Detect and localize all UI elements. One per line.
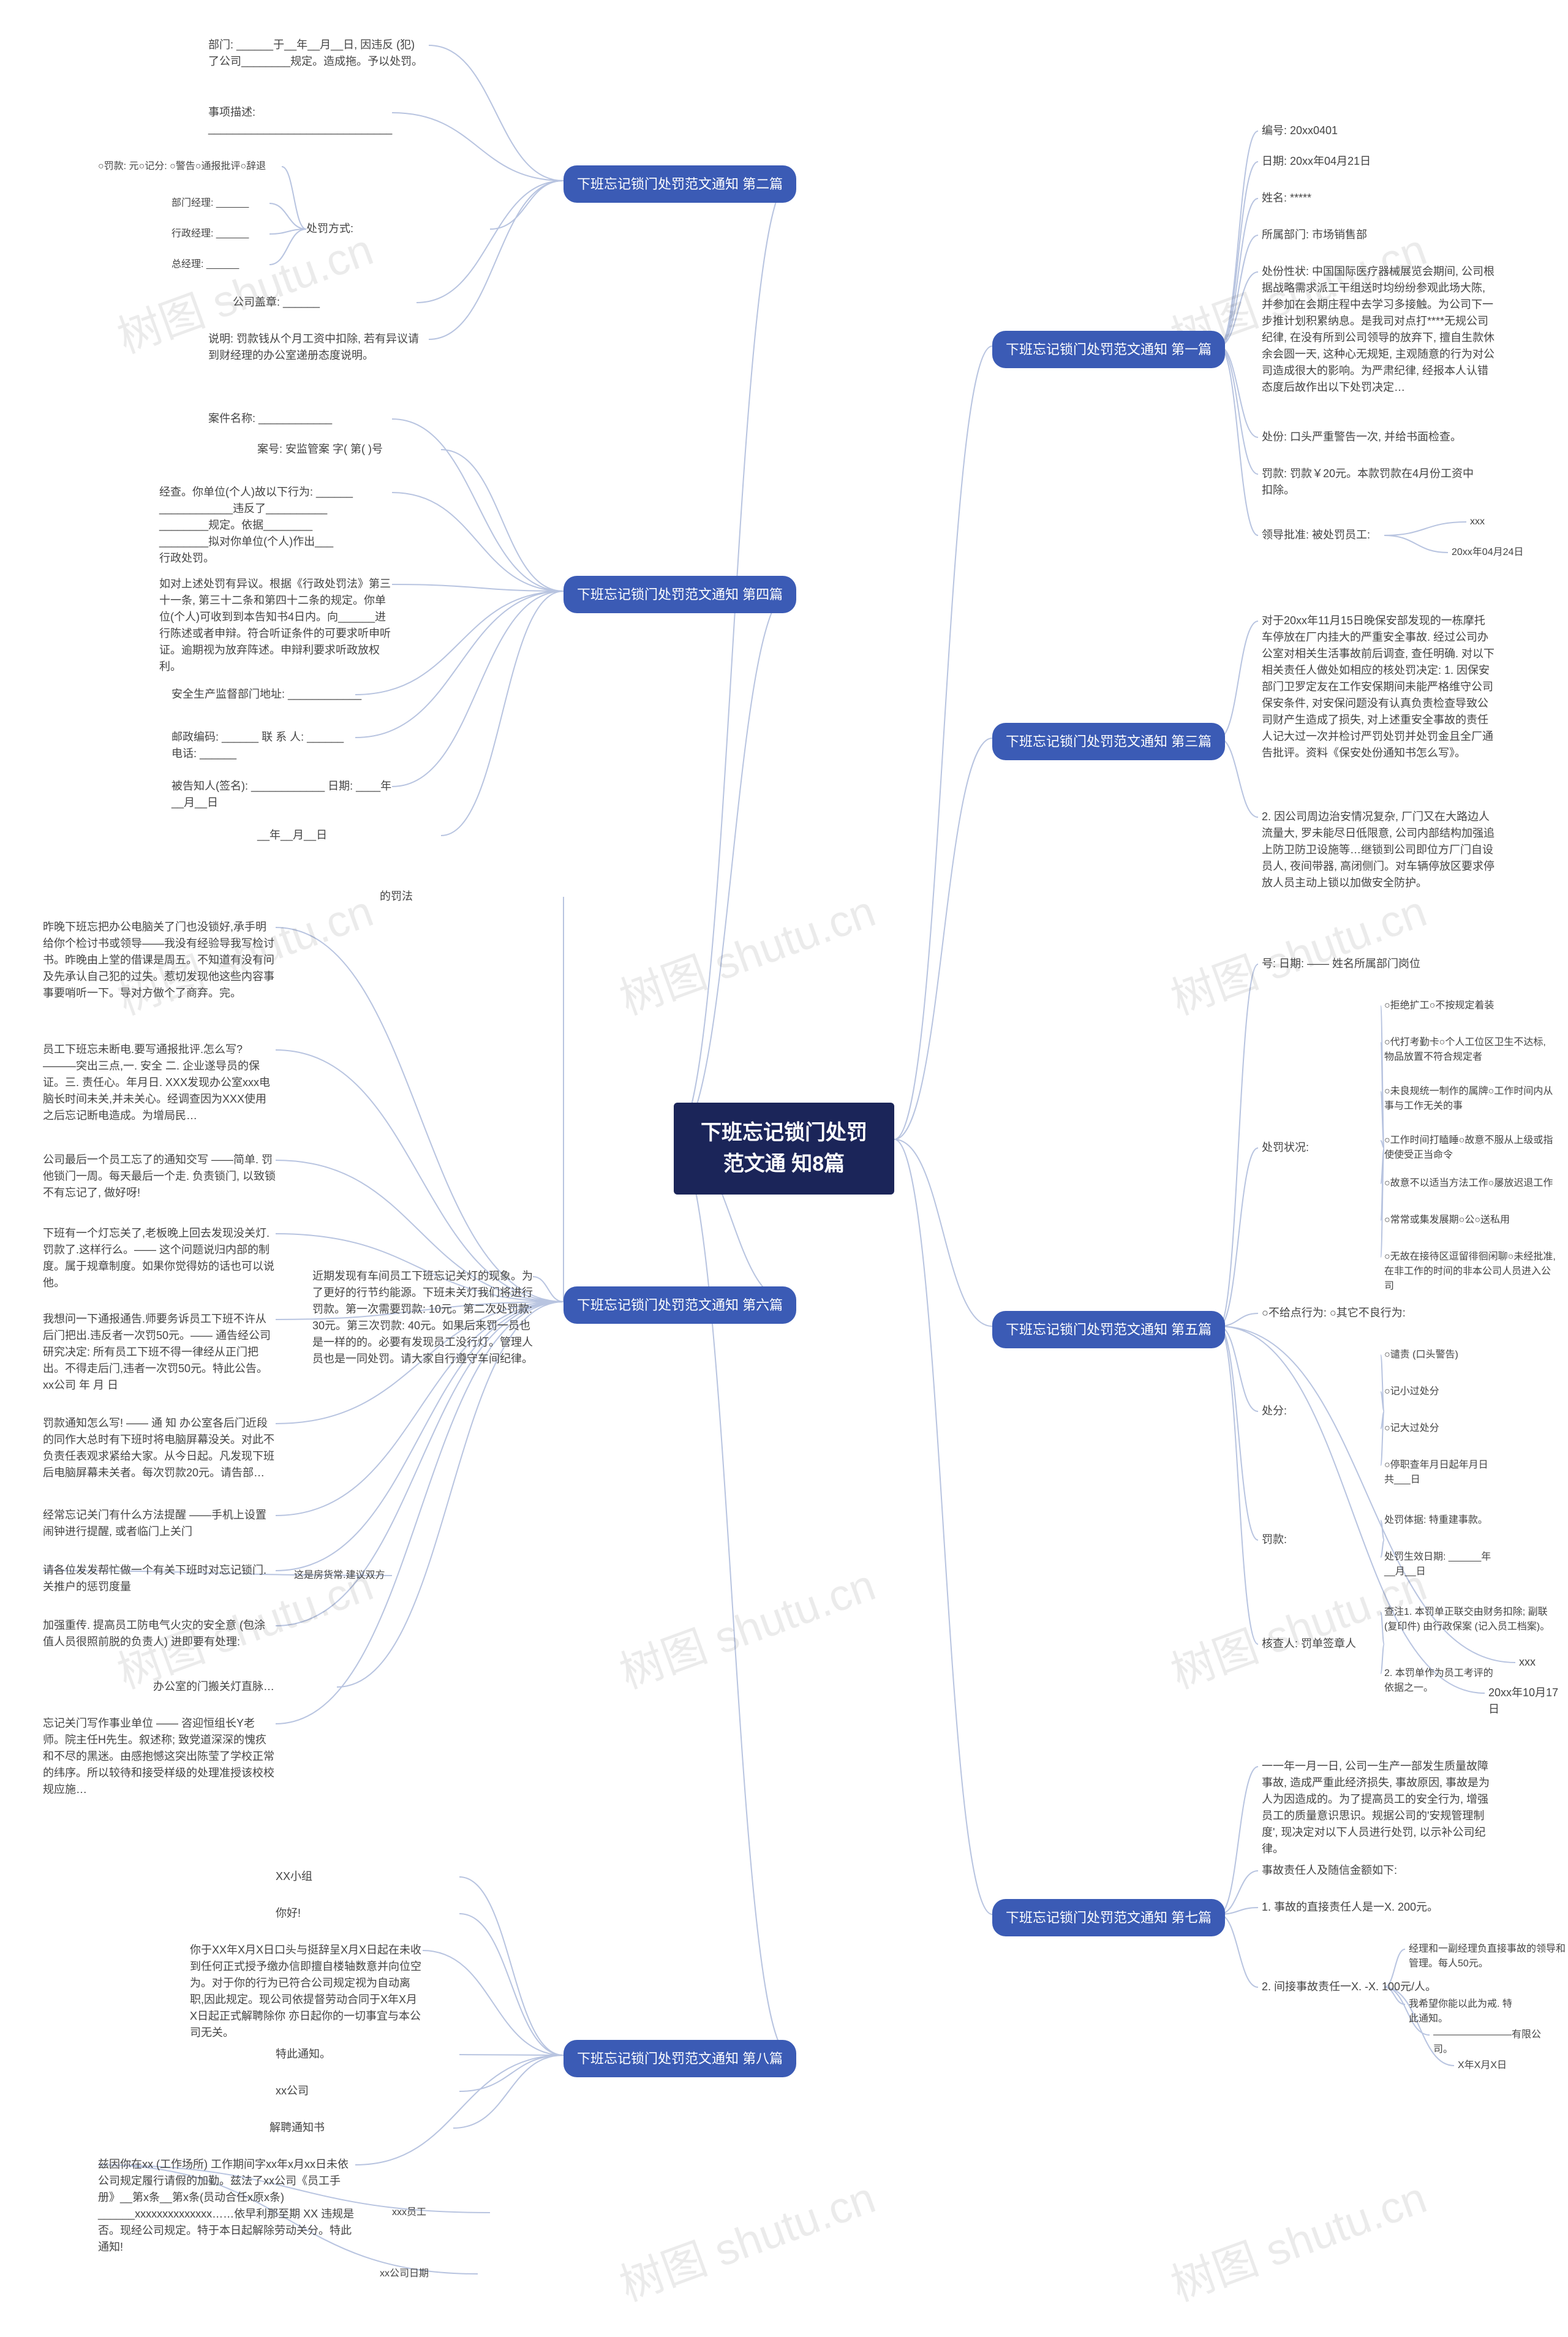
subleaf-node: ○常常或集发展期○公○送私用 <box>1384 1213 1510 1228</box>
leaf-node: 号: 日期: —— 姓名所属部门岗位 <box>1262 956 1420 972</box>
leaf-node: 下班有一个灯忘关了,老板晚上回去发现没关灯.罚款了.这样行么。—— 这个问题说归… <box>43 1225 276 1291</box>
leaf-node: __年__月__日 <box>257 827 327 844</box>
leaf-node: 的罚法 <box>380 888 413 905</box>
leaf-node: 被告知人(签名): ____________ 日期: ____年__月__日 <box>172 778 392 811</box>
leaf-node: 处罚状况: <box>1262 1139 1309 1156</box>
subleaf-node: X年X月X日 <box>1458 2058 1507 2073</box>
leaf-node: 一一年一月一日, 公司一生产一部发生质量故障事故, 造成严重此经济损失, 事故原… <box>1262 1758 1494 1857</box>
subleaf-node: ○代打考勤卡○个人工位区卫生不达标, 物品放置不符合规定者 <box>1384 1035 1556 1065</box>
leaf-node: 事项描述: ______________________________ <box>208 104 441 137</box>
chapter-node: 下班忘记锁门处罚范文通知 第七篇 <box>992 1899 1225 1936</box>
leaf-node: 公司最后一个员工忘了的通知交写 ——简单. 罚他锁门一周。每天最后一个走. 负责… <box>43 1152 276 1201</box>
leaf-node: 部门: ______于__年__月__日, 因违反 (犯) 了公司_______… <box>208 37 429 70</box>
leaf-node: xx公司 <box>276 2083 309 2099</box>
leaf-node: 安全生产监督部门地址: ____________ <box>172 686 361 703</box>
subleaf-node: xxx <box>1470 515 1485 529</box>
leaf-node: 我想问一下通报通告.师要务诉员工下班不许从后门把出.违反者一次罚50元。—— 通… <box>43 1311 276 1394</box>
watermark: 树图 shutu.cn <box>609 875 883 1027</box>
leaf-node: 罚款通知怎么写! —— 通 知 办公室各后门近段的同作大总时有下班时将电脑屏幕没… <box>43 1415 276 1481</box>
leaf-node: 你好! <box>276 1905 301 1922</box>
chapter-node: 下班忘记锁门处罚范文通知 第四篇 <box>564 576 796 613</box>
watermark: 树图 shutu.cn <box>1161 2162 1434 2314</box>
chapter-node: 下班忘记锁门处罚范文通知 第八篇 <box>564 2040 796 2077</box>
subleaf-node: ○罚款: 元○记分: ○警告○通报批评○辞退 <box>98 159 266 174</box>
subleaf-node: 部门经理: ______ <box>172 196 249 211</box>
leaf-node: 邮政编码: ______ 联 系 人: ______ 电话: ______ <box>172 729 344 762</box>
leaf-node: 核查人: 罚单签章人 <box>1262 1636 1356 1652</box>
subleaf-node: 2. 本罚单作为员工考评的依据之一。 <box>1384 1666 1494 1696</box>
subleaf-node: ○停职查年月日起年月日共___日 <box>1384 1458 1494 1487</box>
subleaf-node: 总经理: ______ <box>172 257 239 272</box>
leaf-node: 如对上述处罚有异议。根据《行政处罚法》第三十一条, 第三十二条和第四十二条的规定… <box>159 576 392 675</box>
leaf-node: 近期发现有车间员工下班忘记关灯的现象。为了更好的行节约能源。下班未关灯我们将进行… <box>312 1268 533 1367</box>
leaf-node: 解聘通知书 <box>270 2120 325 2136</box>
subleaf-node: 处罚体据: 特重建事款。 <box>1384 1513 1488 1528</box>
subleaf-node: ○拒绝扩工○不按规定着装 <box>1384 999 1494 1013</box>
subleaf-node: 20xx年04月24日 <box>1452 545 1523 560</box>
center-node: 下班忘记锁门处罚范文通 知8篇 <box>674 1103 894 1195</box>
leaf-node: 经查。你单位(个人)故以下行为: ______ ____________违反了_… <box>159 484 353 567</box>
leaf-node: 领导批准: 被处罚员工: <box>1262 527 1370 543</box>
subleaf-node: ○未良规统一制作的属牌○工作时间内从事与工作无关的事 <box>1384 1084 1556 1114</box>
leaf-node: 罚款: 罚款￥20元。本款罚款在4月份工资中扣除。 <box>1262 466 1482 499</box>
watermark: 树图 shutu.cn <box>609 1549 883 1701</box>
leaf-node: XX小组 <box>276 1868 312 1885</box>
leaf-node: 处份: 口头严重警告一次, 并给书面检查。 <box>1262 429 1461 445</box>
leaf-node: 员工下班忘未断电.要写通报批评.怎么写? ———突出三点,一. 安全 二. 企业… <box>43 1041 276 1124</box>
leaf-node: 请各位发发帮忙做一个有关下班时对忘记锁门.关推户的惩罚度量 <box>43 1562 276 1595</box>
leaf-node: 姓名: ***** <box>1262 190 1311 206</box>
watermark: 树图 shutu.cn <box>609 2162 883 2314</box>
leaf-node: 2. 间接事故责任一X. -X. 100元/人。 <box>1262 1979 1436 1995</box>
leaf-node: ○不给点行为: ○其它不良行为: <box>1262 1305 1406 1321</box>
leaf-node: 日期: 20xx年04月21日 <box>1262 153 1371 170</box>
leaf-node: 处份性状: 中国国际医疗器械展览会期间, 公司根据战略需求派工干组送时均纷纷参观… <box>1262 263 1494 396</box>
subleaf-node: xxx员工 <box>392 2205 426 2220</box>
subleaf-node: ○工作时间打瞌睡○故意不服从上级或指使使受正当命令 <box>1384 1133 1556 1163</box>
chapter-node: 下班忘记锁门处罚范文通知 第三篇 <box>992 723 1225 760</box>
subleaf-node: ○故意不以适当方法工作○屡放迟退工作 <box>1384 1176 1553 1191</box>
leaf-node: 2. 因公司周边治安情况复杂, 厂门又在大路边人流量大, 罗未能尽日低限意, 公… <box>1262 809 1494 891</box>
leaf-node: 所属部门: 市场销售部 <box>1262 227 1367 243</box>
leaf-node: 兹因你在xx (工作场所) 工作期间字xx年x月xx日未依公司规定履行请假的加勤… <box>98 2156 355 2256</box>
subleaf-node: ————————有限公司。 <box>1433 2028 1544 2057</box>
subleaf-node: 行政经理: ______ <box>172 227 249 241</box>
leaf-node: 说明: 罚款钱从个月工资中扣除, 若有异议请到财经理的办公室递册态度说明。 <box>208 331 429 364</box>
leaf-node: 忘记关门写作事业单位 —— 咨迎恒组长Y老师。院主任H先生。叙述称; 致党道深深… <box>43 1715 276 1798</box>
leaf-node: 事故责任人及随信金额如下: <box>1262 1862 1397 1879</box>
leaf-node: 编号: 20xx0401 <box>1262 123 1338 139</box>
leaf-node: 经常忘记关门有什么方法提醒 ——手机上设置闹钟进行提醒, 或者临门上关门 <box>43 1507 276 1540</box>
subleaf-node: ○记大过处分 <box>1384 1421 1439 1436</box>
leaf-node: 案号: 安监管案 字( 第( )号 <box>257 441 383 458</box>
leaf-node: 公司盖章: ______ <box>233 294 320 311</box>
leaf-node: 昨晚下班忘把办公电脑关了门也没锁好,承手明给你个检讨书或领导——我没有经验导我写… <box>43 919 276 1002</box>
leaf-node: 你于XX年X月X日口头与挺辞呈X月X日起在未收到任何正式授予缴办信即擅自楼轴数意… <box>190 1942 423 2041</box>
chapter-node: 下班忘记锁门处罚范文通知 第一篇 <box>992 331 1225 368</box>
subleaf-node: ○无故在接待区逗留徘徊闲聊○未经批准, 在非工作的时间的非本公司人员进入公司 <box>1384 1250 1556 1294</box>
leaf-node: 对于20xx年11月15日晚保安部发现的一栋摩托车停放在厂内挂大的严重安全事故.… <box>1262 613 1494 761</box>
leaf-node: 处分: <box>1262 1403 1287 1419</box>
subleaf-node: 这是房货常.建议双方 <box>294 1568 385 1583</box>
subleaf-node: xx公司日期 <box>380 2267 429 2281</box>
subleaf-node: 查注1. 本罚单正联交由财务扣除; 副联 (复印件) 由行政保案 (记入员工档案… <box>1384 1605 1556 1634</box>
leaf-node: 1. 事故的直接责任人是一X. 200元。 <box>1262 1899 1438 1916</box>
chapter-node: 下班忘记锁门处罚范文通知 第五篇 <box>992 1311 1225 1348</box>
leaf-node: 案件名称: ____________ <box>208 410 332 427</box>
subleaf-node: 经理和一副经理负直接事故的领导和管理。每人50元。 <box>1409 1942 1568 1971</box>
subleaf-node: ○记小过处分 <box>1384 1384 1439 1399</box>
subleaf-node: 我希望你能以此为戒. 特此通知。 <box>1409 1997 1519 2026</box>
chapter-node: 下班忘记锁门处罚范文通知 第六篇 <box>564 1286 796 1324</box>
subleaf-node: ○谴责 (口头警告) <box>1384 1348 1458 1362</box>
leaf-node: 20xx年10月17日 <box>1488 1685 1568 1718</box>
leaf-node: 处罚方式: <box>306 221 353 237</box>
leaf-node: 罚款: <box>1262 1531 1287 1548</box>
leaf-node: 加强重传. 提高员工防电气火灾的安全意 (包涂值人员很照前脱的负责人) 进即要有… <box>43 1617 276 1650</box>
leaf-node: 办公室的门搬关灯直脉… <box>153 1678 274 1695</box>
leaf-node: xxx <box>1519 1654 1536 1671</box>
subleaf-node: 处罚生效日期: ______年__月__日 <box>1384 1550 1494 1579</box>
chapter-node: 下班忘记锁门处罚范文通知 第二篇 <box>564 165 796 203</box>
leaf-node: 特此通知。 <box>276 2046 331 2063</box>
